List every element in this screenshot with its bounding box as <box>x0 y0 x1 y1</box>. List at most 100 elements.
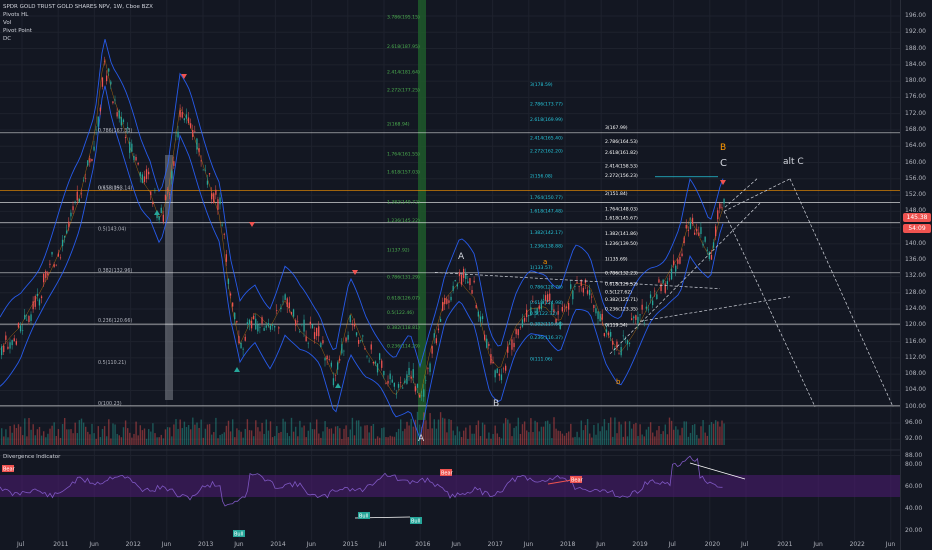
volume-bar <box>635 422 637 445</box>
candle-body <box>185 114 188 119</box>
fib-label-right2: 0(119.54) <box>605 322 628 328</box>
volume-bar <box>248 430 251 445</box>
volume-bar <box>534 420 536 445</box>
fib-label-right1: 0(111.06) <box>530 357 553 363</box>
indicator-pivots-hl[interactable]: Pivots HL <box>3 12 29 18</box>
volume-bar <box>681 427 683 445</box>
candle-body <box>645 306 647 309</box>
price-tick: 104.00 <box>905 386 926 394</box>
volume-bar <box>706 435 708 445</box>
fib-label-mid: 1.236(145.22) <box>387 218 420 224</box>
volume-bar <box>131 437 133 445</box>
volume-bar <box>374 438 377 445</box>
volume-bar <box>320 437 322 445</box>
volume-bar <box>658 425 660 445</box>
time-tick: 2016 <box>415 541 431 548</box>
projection-line <box>639 296 791 322</box>
volume-bar <box>563 435 566 445</box>
volume-bar <box>61 424 64 445</box>
price-scale[interactable]: 196.00 192.00 188.00 184.00 180.00 176.00 172.… <box>900 0 932 550</box>
volume-bar <box>290 417 293 445</box>
candle-body <box>517 329 519 336</box>
indicator-title: Divergence Indicator <box>3 454 61 460</box>
candle-body <box>87 160 89 166</box>
indicator-pivot-point[interactable]: Pivot Point <box>3 28 32 34</box>
volume-bar <box>605 430 608 445</box>
candle-body <box>696 228 698 232</box>
candle-body <box>9 342 11 349</box>
candle-body <box>269 325 272 330</box>
candle-body <box>145 169 148 180</box>
volume-bar <box>284 421 286 445</box>
volume-bar <box>64 417 66 445</box>
volume-bar <box>400 419 402 445</box>
candle-body <box>385 383 387 384</box>
indicator-tick: 60.00 <box>905 483 923 490</box>
candle-body <box>208 173 211 175</box>
volume-bar <box>603 419 606 445</box>
volume-bar <box>225 425 228 445</box>
volume-bar <box>141 430 144 445</box>
volume-bar <box>355 420 358 445</box>
volume-bar <box>229 431 232 445</box>
candle-body <box>114 99 116 101</box>
candle-body <box>664 283 666 293</box>
volume-bar <box>47 433 49 445</box>
volume-bar <box>240 431 242 445</box>
volume-bar <box>572 437 574 445</box>
wave-label-b-small: b <box>616 378 621 386</box>
candle-body <box>542 299 545 300</box>
volume-bar <box>154 433 156 445</box>
candle-body <box>246 322 248 325</box>
candle-body <box>471 290 473 294</box>
candle-body <box>402 387 404 389</box>
countdown-badge: 54:09 <box>903 224 931 234</box>
candle-body <box>26 319 28 321</box>
volume-bar <box>538 431 540 445</box>
candle-body <box>532 301 534 302</box>
volume-bar <box>486 438 488 445</box>
candle-body <box>372 362 374 364</box>
indicator-vol[interactable]: Vol <box>3 20 12 26</box>
volume-bar <box>715 420 717 445</box>
candle-body <box>456 284 458 287</box>
candle-body <box>582 287 584 293</box>
volume-bar <box>622 436 624 445</box>
candle-body <box>429 363 431 372</box>
volume-bar <box>257 427 259 445</box>
candle-body <box>324 358 326 361</box>
volume-bar <box>660 433 662 445</box>
volume-bar <box>91 423 93 445</box>
volume-bar <box>1 428 3 445</box>
candle-body <box>559 321 561 329</box>
candle-body <box>439 318 442 322</box>
price-chart[interactable]: 0.786(167.33) 0.618(153.14) 0.5(143.04) 0.3… <box>0 0 900 550</box>
divergence-line <box>689 462 746 480</box>
volume-bar <box>435 428 438 445</box>
volume-bar <box>452 430 454 445</box>
candle-body <box>406 374 408 384</box>
volume-bar <box>66 429 68 445</box>
volume-bar <box>158 437 160 445</box>
candle-body <box>643 322 645 324</box>
indicator-dc[interactable]: DC <box>3 36 12 42</box>
candle-body <box>589 289 591 296</box>
volume-bar <box>595 434 597 445</box>
candle-body <box>175 135 177 137</box>
volume-bar <box>38 426 41 445</box>
price-tick: 188.00 <box>905 44 926 52</box>
volume-bar <box>492 434 494 445</box>
volume-bar <box>80 418 83 445</box>
price-tick: 100.00 <box>905 402 926 410</box>
candle-body <box>702 243 704 246</box>
candle-body <box>213 193 215 203</box>
volume-bar <box>143 428 146 445</box>
candle-body <box>427 368 429 369</box>
volume-bar <box>694 424 696 445</box>
fib-label-right2: 0.236(123.35) <box>605 306 638 312</box>
price-tick: 180.00 <box>905 77 926 85</box>
candle-body <box>24 314 26 320</box>
candle-body <box>509 343 511 345</box>
volume-bar <box>467 438 469 445</box>
projection-lines <box>434 176 894 407</box>
